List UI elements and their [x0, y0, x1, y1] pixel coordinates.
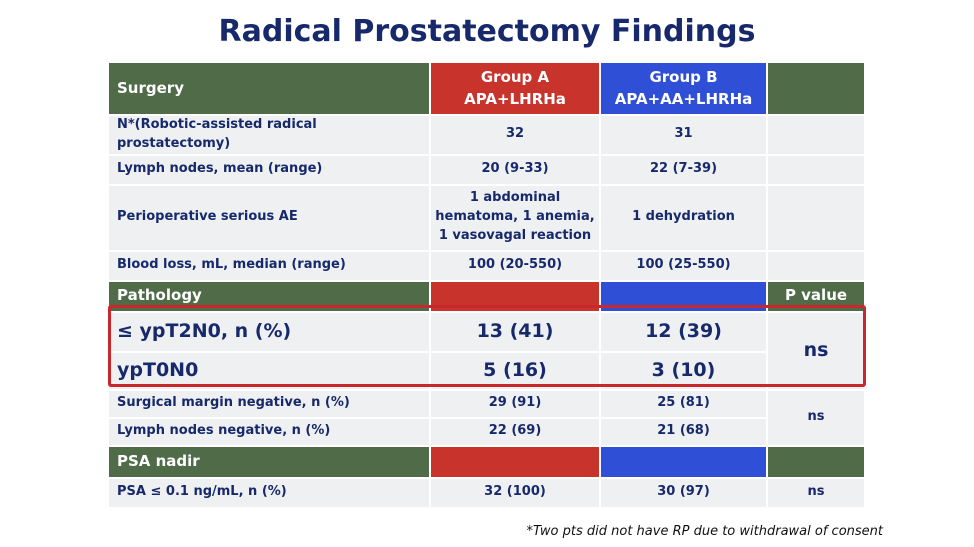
- row: PSA nadir: [109, 446, 866, 479]
- cell: N*(Robotic-assisted radical prostatectom…: [109, 116, 431, 156]
- cell: 100 (20-550): [431, 251, 601, 282]
- cell-line: APA+LHRHa: [464, 89, 566, 108]
- cell: 12 (39): [601, 312, 768, 353]
- cell: [768, 116, 866, 156]
- footnote: *Two pts did not have RP due to withdraw…: [526, 524, 883, 539]
- row: PSA ≤ 0.1 ng/mL, n (%) 32 (100) 30 (97) ns: [109, 478, 866, 509]
- cell: 21 (68): [601, 418, 768, 447]
- row: Lymph nodes, mean (range) 20 (9-33) 22 (7-…: [109, 155, 866, 186]
- cell: Perioperative serious AE: [109, 185, 431, 252]
- cell-line: Group A: [480, 67, 550, 86]
- cell: [601, 446, 768, 479]
- row: Blood loss, mL, median (range) 100 (20-55…: [109, 251, 866, 282]
- row: Perioperative serious AE 1 abdominal hema…: [109, 185, 866, 252]
- cell: Group A APA+LHRHa: [431, 63, 601, 116]
- cell: 32: [431, 116, 601, 156]
- row: N*(Robotic-assisted radical prostatectom…: [109, 116, 866, 156]
- cell: 22 (7-39): [601, 155, 768, 186]
- cell: 1 dehydration: [601, 185, 768, 252]
- cell: Lymph nodes negative, n (%): [109, 418, 431, 447]
- cell: 20 (9-33): [431, 155, 601, 186]
- cell: [768, 155, 866, 186]
- cell: 29 (91): [431, 390, 601, 419]
- cell: 100 (25-550): [601, 251, 768, 282]
- cell-line: Group B: [649, 67, 718, 86]
- cell: [768, 63, 866, 116]
- cell: Lymph nodes, mean (range): [109, 155, 431, 186]
- cell: ns: [768, 390, 866, 447]
- cell: [768, 446, 866, 479]
- cell: Surgery: [109, 63, 431, 116]
- row: Surgery Group A APA+LHRHa Group B APA+AA+LHR…: [109, 63, 866, 116]
- cell: [768, 185, 866, 252]
- cell: 22 (69): [431, 418, 601, 447]
- cell: ≤ ypT2N0, n (%): [109, 312, 431, 353]
- cell: 32 (100): [431, 478, 601, 509]
- cell: [768, 251, 866, 282]
- cell: 30 (97): [601, 478, 768, 509]
- cell: Blood loss, mL, median (range): [109, 251, 431, 282]
- row: Surgical margin negative, n (%) 29 (91) 25…: [109, 390, 866, 447]
- cell: 25 (81): [601, 390, 768, 419]
- cell: Surgical margin negative, n (%): [109, 390, 431, 419]
- row: ≤ ypT2N0, n (%) 13 (41) 12 (39) ns: [109, 312, 866, 391]
- cell: ns: [768, 312, 866, 391]
- row: Lymph nodes negative, n (%) 22 (69) 21 (68…: [109, 418, 866, 447]
- cell: ns: [768, 478, 866, 509]
- cell: PSA nadir: [109, 446, 431, 479]
- cell: 13 (41): [431, 312, 601, 353]
- cell: 31: [601, 116, 768, 156]
- cell: 1 abdominal hematoma, 1 anemia, 1 vasova…: [431, 185, 601, 252]
- title: Radical Prostatectomy Findings: [218, 14, 756, 49]
- cell: PSA ≤ 0.1 ng/mL, n (%): [109, 478, 431, 509]
- cell: [431, 446, 601, 479]
- cell-line: APA+AA+LHRHa: [614, 89, 753, 108]
- highlight-box: [108, 305, 866, 387]
- findings-table: Surgery Group A APA+LHRHa Group B APA+AA+LHR…: [109, 63, 866, 509]
- cell: Group B APA+AA+LHRHa: [601, 63, 768, 116]
